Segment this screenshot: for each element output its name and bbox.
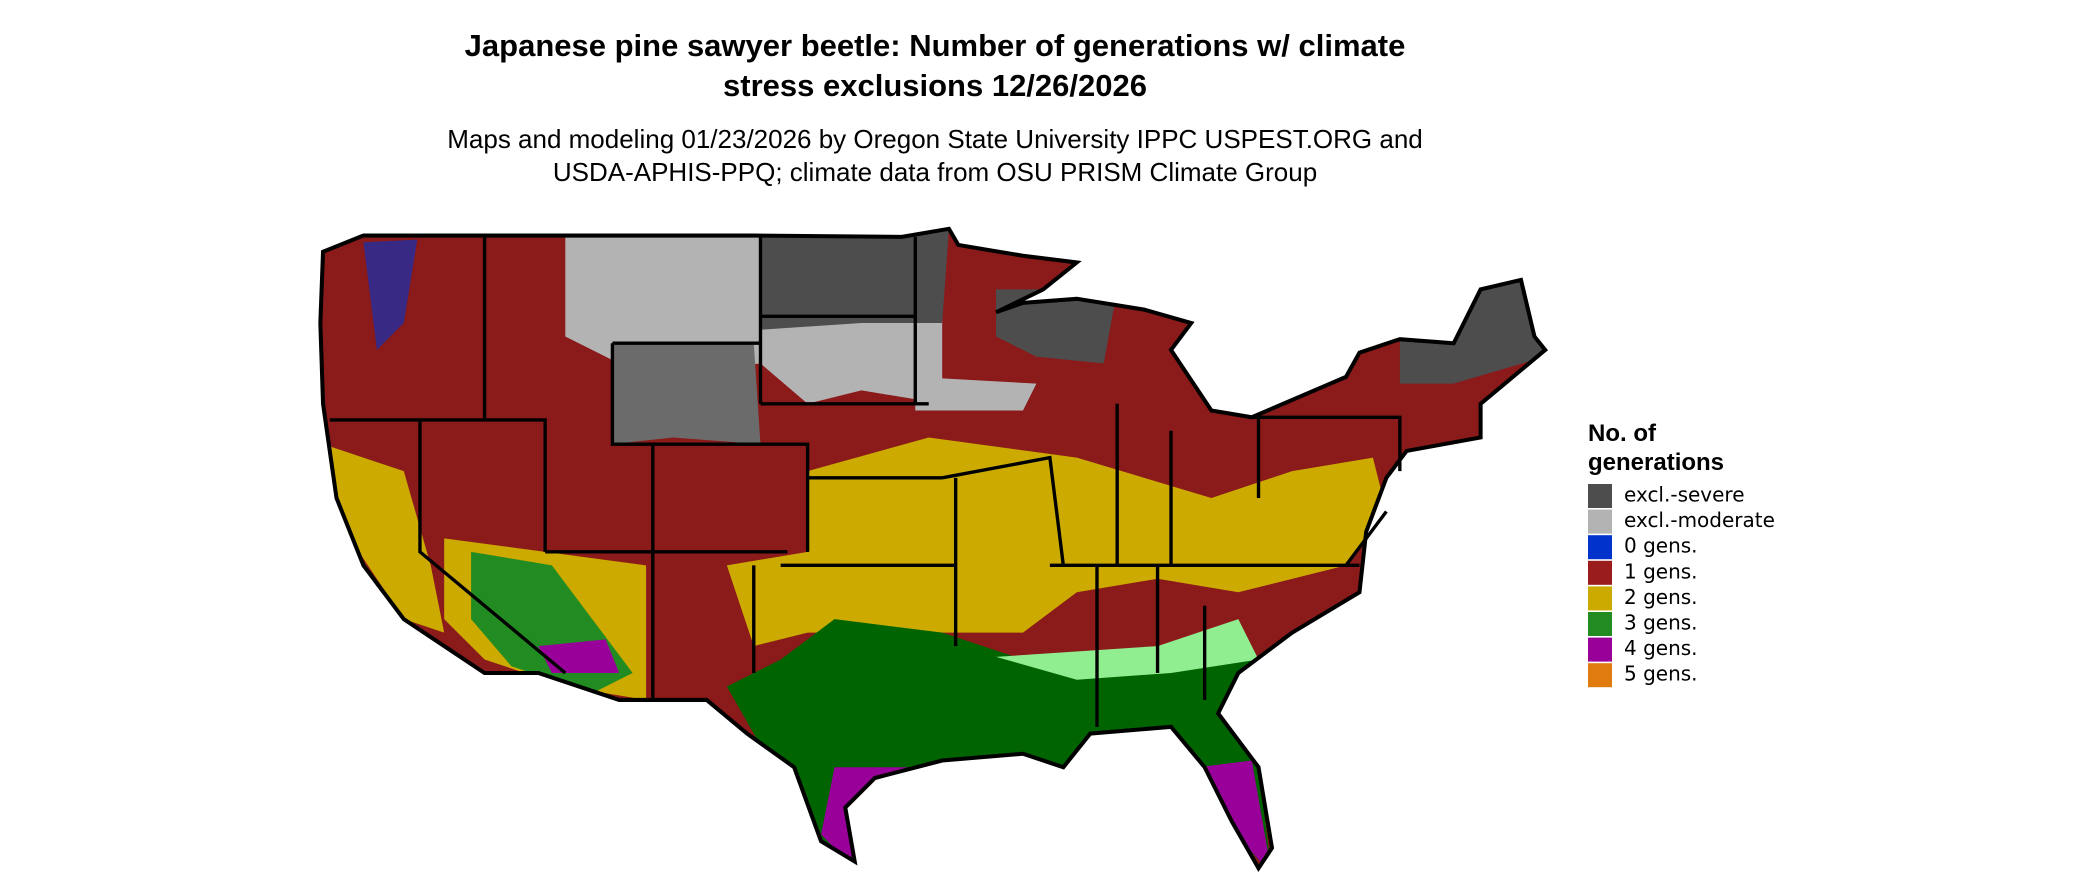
legend-label: 0 gens. — [1624, 534, 1698, 558]
legend-title: No. of — [1588, 420, 1657, 447]
legend-swatch — [1588, 663, 1612, 688]
legend-swatch — [1588, 586, 1612, 611]
legend-swatch — [1588, 484, 1612, 508]
legend-swatch — [1588, 509, 1612, 534]
legend-label: 1 gens. — [1624, 559, 1698, 583]
legend-title: generations — [1588, 449, 1724, 476]
legend-swatch — [1588, 560, 1612, 585]
subtitle-line: Maps and modeling 01/23/2026 by Oregon S… — [447, 124, 1423, 154]
map — [318, 226, 1549, 873]
legend: No. of generations excl.-severeexcl.-mod… — [1588, 420, 1775, 688]
legend-label: 4 gens. — [1624, 636, 1698, 660]
legend-swatch — [1588, 637, 1612, 662]
legend-label: excl.-severe — [1624, 483, 1745, 507]
legend-label: 3 gens. — [1624, 611, 1698, 635]
title-line: stress exclusions 12/26/2026 — [723, 68, 1147, 103]
legend-swatch — [1588, 612, 1612, 636]
legend-label: excl.-moderate — [1624, 508, 1775, 532]
legend-label: 5 gens. — [1624, 662, 1698, 686]
legend-label: 2 gens. — [1624, 585, 1698, 609]
legend-swatch — [1588, 535, 1612, 560]
title-line: Japanese pine sawyer beetle: Number of g… — [465, 28, 1406, 63]
subtitle-line: USDA-APHIS-PPQ; climate data from OSU PR… — [553, 157, 1317, 187]
